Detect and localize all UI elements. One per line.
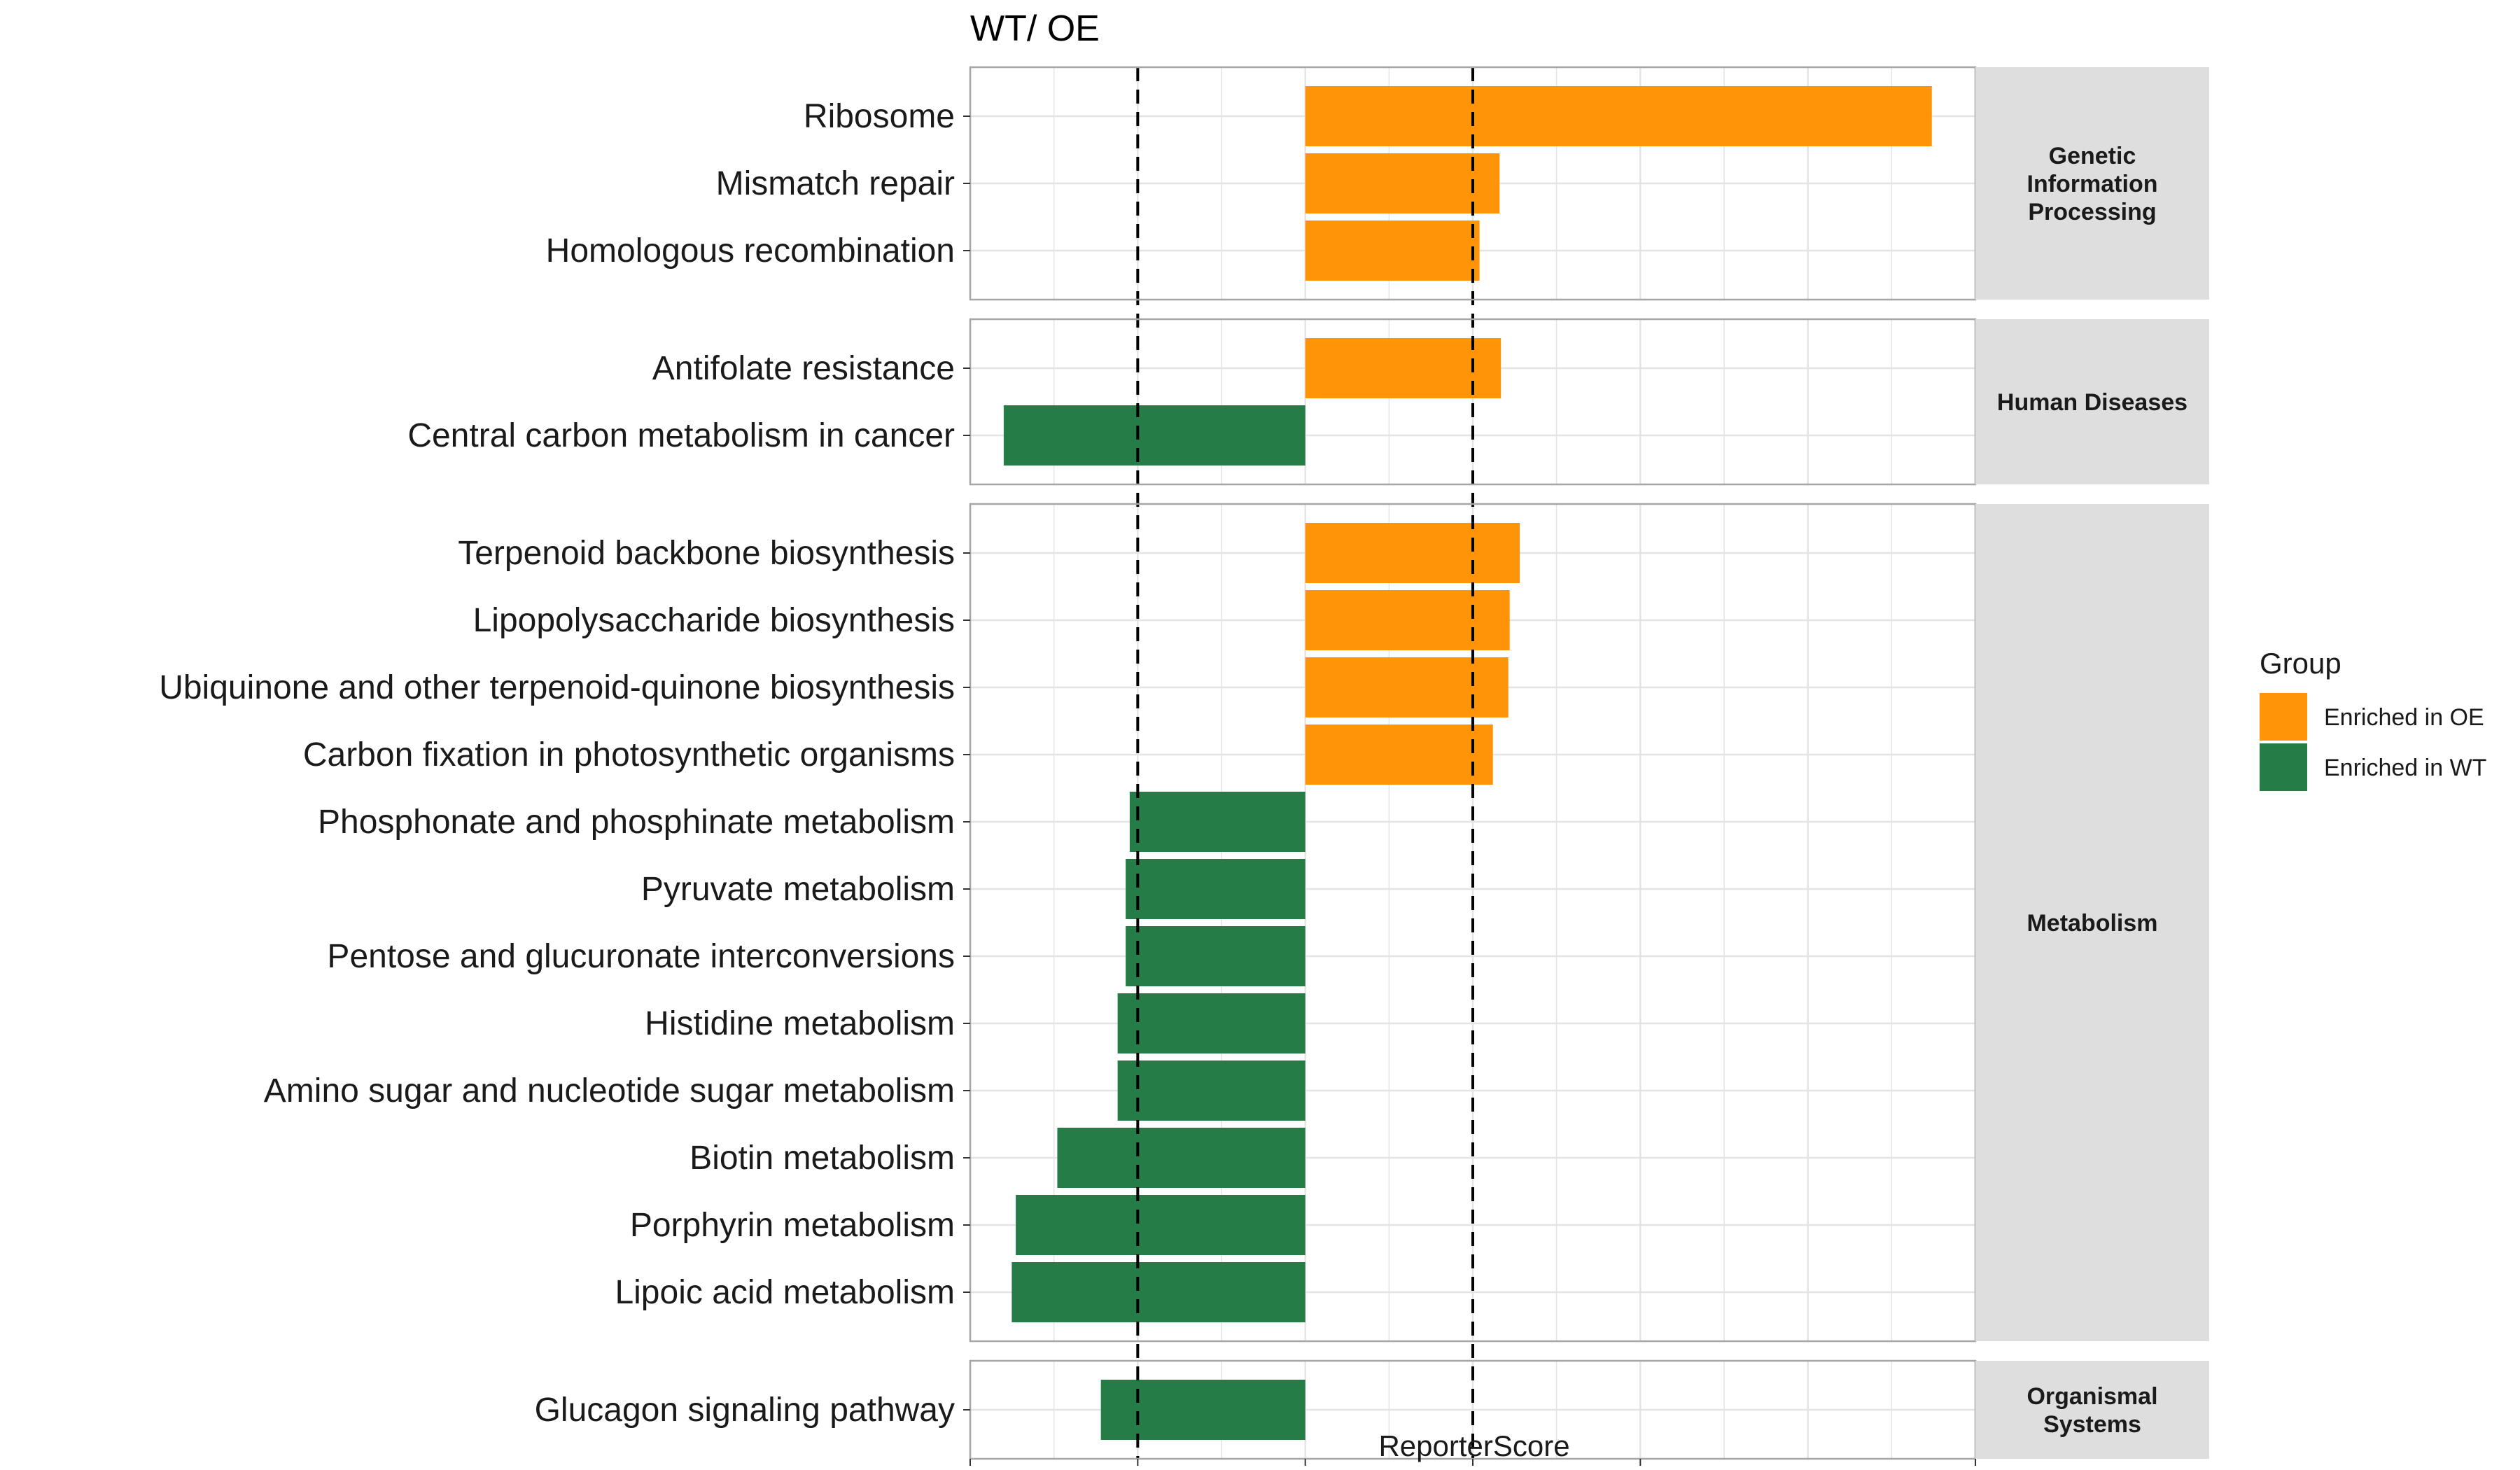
category-label-lipoic-acid-metabolism: Lipoic acid metabolism [615, 1274, 955, 1311]
legend-swatch-enriched-in-wt [2260, 743, 2307, 791]
facet-strip-label: Processing [2028, 199, 2156, 225]
bar-ribosome [1305, 86, 1932, 146]
category-label-histidine-metabolism: Histidine metabolism [645, 1005, 955, 1042]
facet-strip-genetic-information-processing [1975, 67, 2209, 300]
category-label-biotin-metabolism: Biotin metabolism [690, 1140, 955, 1177]
category-label-central-carbon-metabolism-in-cancer: Central carbon metabolism in cancer [407, 417, 955, 454]
bar-antifolate-resistance [1305, 338, 1502, 398]
category-label-amino-sugar-and-nucleotide-sugar-metabolism: Amino sugar and nucleotide sugar metabol… [264, 1072, 955, 1110]
legend-label-enriched-in-oe: Enriched in OE [2324, 704, 2484, 731]
bar-porphyrin-metabolism [1016, 1195, 1306, 1255]
facet-strip-label: Genetic [2049, 143, 2136, 169]
bar-lipoic-acid-metabolism [1011, 1262, 1306, 1322]
category-label-ribosome: Ribosome [804, 98, 955, 135]
category-label-pyruvate-metabolism: Pyruvate metabolism [641, 871, 955, 908]
category-label-antifolate-resistance: Antifolate resistance [652, 350, 955, 387]
facet-strip-metabolism [1975, 504, 2209, 1341]
bar-amino-sugar-and-nucleotide-sugar-metabolism [1117, 1060, 1306, 1121]
bar-pyruvate-metabolism [1126, 859, 1306, 919]
category-label-homologous-recombination: Homologous recombination [546, 232, 955, 270]
x-axis: -5.0-2.50.02.55.010.0 [969, 1459, 1976, 1466]
bar-histidine-metabolism [1117, 993, 1306, 1054]
legend: Group Enriched in OE Enriched in WT [2260, 647, 2486, 791]
facet-strip-label: Information [2027, 171, 2158, 197]
legend-swatch-enriched-in-oe [2260, 693, 2307, 741]
bar-layer [1003, 86, 1932, 1440]
category-label-pentose-and-glucuronate-interconversions: Pentose and glucuronate interconversions [327, 938, 955, 975]
facet-strip-human-diseases [1975, 319, 2209, 484]
chart-title: WT/ OE [970, 8, 1100, 49]
facet-strip-label: Organismal [2026, 1383, 2157, 1410]
bar-lipopolysaccharide-biosynthesis [1305, 590, 1510, 650]
bar-pentose-and-glucuronate-interconversions [1126, 926, 1306, 986]
category-label-phosphonate-and-phosphinate-metabolism: Phosphonate and phosphinate metabolism [318, 804, 955, 841]
bar-glucagon-signaling-pathway [1100, 1380, 1306, 1440]
category-label-glucagon-signaling-pathway: Glucagon signaling pathway [535, 1392, 955, 1429]
bar-carbon-fixation-in-photosynthetic-organisms [1305, 724, 1493, 785]
legend-items: Enriched in OE Enriched in WT [2260, 693, 2486, 791]
category-label-carbon-fixation-in-photosynthetic-organisms: Carbon fixation in photosynthetic organi… [303, 736, 955, 774]
bar-mismatch-repair [1305, 153, 1500, 214]
category-label-ubiquinone-and-other-terpenoid-quinone-biosynthesis: Ubiquinone and other terpenoid-quinone b… [159, 669, 955, 706]
bar-homologous-recombination [1305, 220, 1480, 281]
category-label-terpenoid-backbone-biosynthesis: Terpenoid backbone biosynthesis [458, 535, 955, 572]
facet-strip-label: Systems [2043, 1411, 2141, 1438]
category-label-mismatch-repair: Mismatch repair [716, 165, 955, 202]
bar-biotin-metabolism [1057, 1128, 1306, 1188]
bar-phosphonate-and-phosphinate-metabolism [1129, 792, 1306, 852]
facet-strip-label: Metabolism [2026, 910, 2157, 937]
legend-label-enriched-in-wt: Enriched in WT [2324, 755, 2486, 781]
bar-ubiquinone-and-other-terpenoid-quinone-biosynthesis [1305, 657, 1508, 718]
facet-strip-organismal-systems [1975, 1361, 2209, 1459]
bar-central-carbon-metabolism-in-cancer [1003, 405, 1306, 465]
category-labels: Ribosome Mismatch repair Homologous recomb… [159, 98, 970, 1429]
x-axis-title: ReporterScore [1378, 1429, 1569, 1462]
facet-strip-label: Human Diseases [1997, 389, 2188, 416]
category-label-porphyrin-metabolism: Porphyrin metabolism [630, 1207, 955, 1244]
legend-title: Group [2260, 647, 2342, 680]
bar-terpenoid-backbone-biosynthesis [1305, 523, 1520, 583]
category-label-lipopolysaccharide-biosynthesis: Lipopolysaccharide biosynthesis [473, 602, 955, 639]
